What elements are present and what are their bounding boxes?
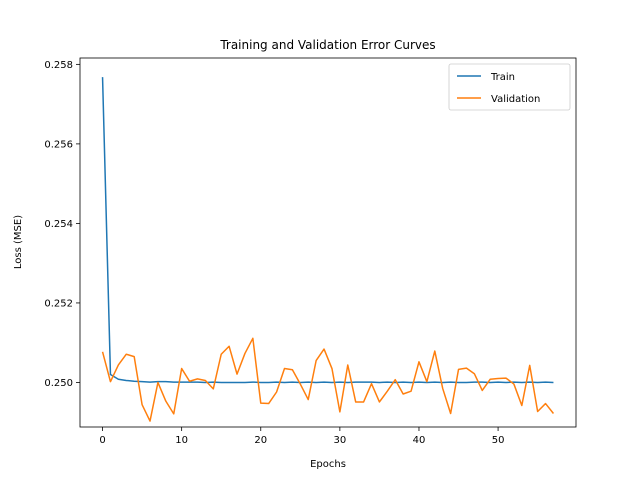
series-line-validation bbox=[101, 337, 555, 422]
series-layer bbox=[101, 77, 555, 422]
x-axis: 0 10 20 30 40 50 bbox=[99, 427, 504, 446]
x-tick-label: 0 bbox=[99, 435, 105, 446]
x-tick-label: 30 bbox=[333, 435, 346, 446]
y-tick-label: 0.252 bbox=[44, 298, 73, 309]
y-tick-label: 0.256 bbox=[44, 139, 73, 150]
plot-frame bbox=[79, 57, 577, 428]
y-tick-label: 0.258 bbox=[44, 60, 73, 71]
x-tick-label: 50 bbox=[492, 435, 505, 446]
x-tick-label: 10 bbox=[175, 435, 188, 446]
chart-title: Training and Validation Error Curves bbox=[219, 38, 435, 52]
y-tick-label: 0.254 bbox=[44, 219, 73, 230]
x-axis-label: Epochs bbox=[310, 459, 346, 470]
y-axis-label: Loss (MSE) bbox=[13, 215, 24, 269]
x-tick-label: 20 bbox=[254, 435, 267, 446]
legend-label-train: Train bbox=[490, 72, 515, 83]
legend-label-validation: Validation bbox=[491, 94, 540, 105]
legend: Train Validation bbox=[448, 63, 571, 111]
y-tick-label: 0.250 bbox=[44, 378, 73, 389]
x-tick-label: 40 bbox=[413, 435, 426, 446]
y-axis: 0.250 0.252 0.254 0.256 0.258 bbox=[44, 60, 80, 389]
